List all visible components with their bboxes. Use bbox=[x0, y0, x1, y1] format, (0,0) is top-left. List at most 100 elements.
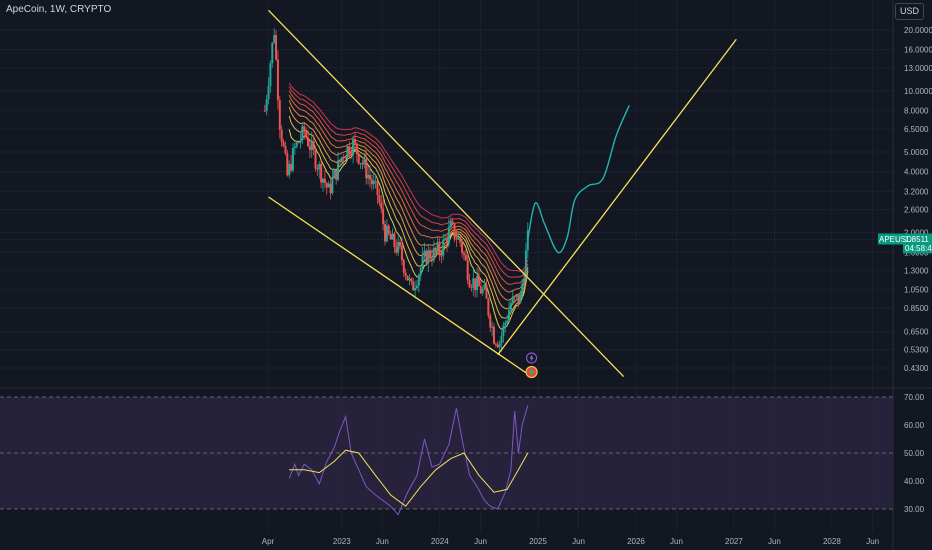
candle-body bbox=[474, 278, 477, 291]
candle-body bbox=[393, 233, 396, 248]
candle-body bbox=[303, 126, 306, 132]
currency-button[interactable]: USD bbox=[894, 3, 924, 20]
price-tick-label: 0.5300 bbox=[904, 346, 929, 355]
ema-ribbon-line bbox=[288, 90, 529, 285]
candle-body bbox=[273, 35, 276, 43]
candle-body bbox=[340, 157, 343, 162]
candle-body bbox=[299, 140, 302, 143]
candle-body bbox=[459, 237, 462, 243]
candle-body bbox=[323, 178, 326, 184]
candle-body bbox=[446, 238, 449, 244]
candle-body bbox=[415, 285, 418, 289]
candle-body bbox=[367, 174, 370, 179]
candle-body bbox=[346, 146, 349, 158]
candle-body bbox=[438, 243, 441, 256]
candle-body bbox=[297, 142, 300, 144]
candlestick-series bbox=[263, 28, 529, 355]
candle-body bbox=[515, 295, 518, 297]
candle-body bbox=[421, 256, 424, 269]
candle-body bbox=[476, 276, 479, 291]
candle-body bbox=[453, 223, 456, 239]
candle-body bbox=[308, 146, 311, 150]
candle-body bbox=[353, 139, 356, 144]
candle-body bbox=[430, 258, 433, 261]
candle-body bbox=[314, 149, 317, 169]
candle-body bbox=[293, 146, 296, 149]
price-tick-label: 2.6000 bbox=[904, 206, 929, 215]
rsi-axis[interactable]: 70.00 60.00 50.00 40.00 30.00 bbox=[904, 393, 925, 514]
candle-body bbox=[511, 296, 514, 304]
candle-body bbox=[472, 278, 475, 288]
price-axis[interactable]: 20.0000 16.0000 13.0000 10.0000 8.0000 6.5000… bbox=[904, 26, 932, 373]
candle-body bbox=[427, 250, 430, 264]
time-axis[interactable]: Apr 2023 Jun 2024 Jun 2025 Jun 2026 Jun 2027 Jun 20… bbox=[262, 537, 879, 546]
candle-body bbox=[344, 157, 347, 159]
price-badge: APEUSD 1.8511 04:58:42 bbox=[878, 233, 932, 254]
candle-body bbox=[397, 241, 400, 253]
channel-lines[interactable] bbox=[0, 9, 893, 378]
rsi-ma-line bbox=[289, 449, 529, 507]
projection-path[interactable] bbox=[527, 105, 630, 254]
candle-body bbox=[442, 239, 445, 256]
ema-ribbon-line bbox=[288, 129, 529, 330]
candle-body bbox=[410, 278, 413, 282]
price-tick-label: 0.4300 bbox=[904, 364, 929, 373]
candle-body bbox=[348, 146, 351, 155]
candle-body bbox=[498, 343, 501, 348]
price-tick-label: 8.0000 bbox=[904, 107, 929, 116]
candle-body bbox=[489, 315, 492, 328]
candle-body bbox=[519, 293, 522, 304]
price-badge-symbol-box bbox=[878, 233, 903, 245]
candle-body bbox=[291, 148, 294, 171]
candle-body bbox=[385, 225, 388, 242]
candle-body bbox=[265, 99, 268, 111]
time-tick-label: Jun bbox=[670, 537, 683, 546]
candle-body bbox=[408, 278, 411, 281]
ema-ribbon-line bbox=[288, 100, 529, 301]
price-tick-label: 2.0000 bbox=[904, 229, 929, 238]
price-tick-label: 0.6500 bbox=[904, 328, 929, 337]
candle-body bbox=[363, 159, 366, 165]
candle-body bbox=[271, 42, 274, 64]
candle-body bbox=[444, 238, 447, 240]
candle-body bbox=[389, 234, 392, 240]
time-tick-label: Jun bbox=[866, 537, 879, 546]
candle-body bbox=[508, 310, 511, 321]
candle-body bbox=[481, 289, 484, 294]
candle-body bbox=[310, 141, 313, 150]
event-markers[interactable] bbox=[525, 352, 538, 379]
candle-body bbox=[280, 129, 283, 142]
candle-body bbox=[312, 141, 315, 150]
candle-body bbox=[306, 137, 309, 147]
time-tick-label: 2027 bbox=[725, 537, 743, 546]
channel-line bbox=[268, 196, 532, 378]
rsi-tick-label: 70.00 bbox=[904, 393, 925, 402]
rsi-tick-label: 40.00 bbox=[904, 477, 925, 486]
candle-body bbox=[365, 159, 368, 179]
candle-body bbox=[462, 252, 465, 255]
candle-body bbox=[417, 275, 420, 286]
rsi-tick-label: 50.00 bbox=[904, 449, 925, 458]
candle-body bbox=[387, 225, 390, 235]
candle-body bbox=[399, 241, 402, 246]
time-tick-label: Jun bbox=[768, 537, 781, 546]
time-tick-label: Jun bbox=[474, 537, 487, 546]
candle-body bbox=[466, 260, 469, 281]
candle-body bbox=[414, 288, 417, 291]
candle-body bbox=[491, 326, 494, 328]
candle-body bbox=[282, 141, 285, 146]
rsi-tick-label: 30.00 bbox=[904, 505, 925, 514]
candle-body bbox=[350, 154, 353, 156]
candle-body bbox=[509, 303, 512, 311]
price-badge-symbol: APEUSD bbox=[879, 235, 912, 244]
candle-body bbox=[487, 298, 490, 316]
ema-ribbon-line bbox=[288, 82, 529, 272]
candle-body bbox=[419, 268, 422, 276]
candle-body bbox=[275, 35, 278, 60]
candle-body bbox=[492, 326, 495, 344]
time-tick-label: 2028 bbox=[823, 537, 841, 546]
candle-body bbox=[470, 287, 473, 289]
candle-body bbox=[380, 202, 383, 209]
candle-body bbox=[423, 250, 426, 257]
